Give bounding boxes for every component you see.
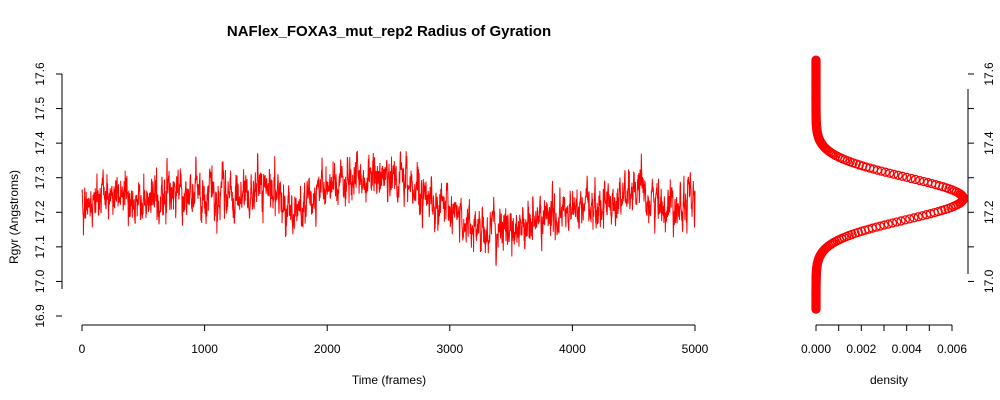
- density-point: [913, 212, 923, 222]
- density-point: [906, 173, 916, 184]
- density-x-axis-label: density: [870, 373, 908, 387]
- rgyr-series-line: [81, 150, 696, 266]
- density-y-tick-label: 17.6: [982, 62, 996, 86]
- density-y-tick-label: 17.4: [982, 131, 996, 155]
- x-axis-label: Time (frames): [352, 373, 426, 387]
- density-point: [811, 55, 821, 65]
- main-y-tick-label: 17.3: [33, 166, 47, 190]
- density-point: [896, 216, 906, 226]
- density-point: [893, 170, 903, 180]
- density-point: [910, 174, 921, 185]
- main-x-tick-label: 2000: [314, 342, 341, 356]
- density-point: [905, 214, 915, 224]
- density-y-tick-label: 17.0: [982, 269, 996, 293]
- main-x-ticks: 0 1000 2000 3000 4000 5000: [79, 325, 709, 356]
- density-x-tick-label: 0.006: [937, 342, 967, 356]
- density-point: [892, 217, 902, 227]
- main-x-tick-label: 3000: [436, 342, 463, 356]
- main-y-tick-label: 16.9: [33, 304, 47, 328]
- density-curve: [811, 55, 968, 314]
- main-x-tick-label: 1000: [191, 342, 218, 356]
- rgyr-timeseries-plot: Time (frames) Rgyr (Angstroms) 0 1000 2000…: [7, 62, 709, 387]
- y-axis-label: Rgyr (Angstroms): [7, 170, 21, 264]
- density-point: [889, 169, 899, 179]
- density-point: [915, 175, 925, 186]
- main-x-tick-label: 4000: [559, 342, 586, 356]
- density-x-tick-label: 0.000: [801, 342, 831, 356]
- main-y-tick-label: 17.6: [33, 62, 47, 86]
- chart-title: NAFlex_FOXA3_mut_rep2 Radius of Gyration: [227, 23, 551, 40]
- density-point: [887, 218, 898, 228]
- density-point: [875, 221, 885, 231]
- density-point: [956, 190, 967, 200]
- density-point: [909, 213, 919, 223]
- density-point: [897, 171, 908, 181]
- main-y-ticks: 16.9 17.0 17.1 17.2 17.3 17.4 17.5 17.6: [33, 62, 62, 328]
- density-point: [919, 176, 929, 187]
- density-y-tick-label: 17.2: [982, 200, 996, 224]
- density-point: [883, 219, 893, 229]
- density-plot: density 0.000 0.002 0.004 0.006 17.017.217.…: [801, 55, 996, 387]
- density-x-tick-label: 0.004: [892, 342, 922, 356]
- density-point: [923, 177, 933, 188]
- main-y-tick-label: 17.0: [33, 269, 47, 293]
- density-x-ticks: 0.000 0.002 0.004 0.006: [801, 325, 967, 356]
- density-point: [902, 172, 912, 183]
- main-y-tick-label: 17.4: [33, 131, 47, 155]
- main-y-tick-label: 17.2: [33, 200, 47, 224]
- main-y-tick-label: 17.1: [33, 235, 47, 259]
- density-point: [885, 168, 895, 178]
- main-x-tick-label: 5000: [682, 342, 709, 356]
- main-x-tick-label: 0: [79, 342, 86, 356]
- density-y-ticks: 17.0 17.2 17.4 17.6: [968, 62, 996, 293]
- density-point: [879, 220, 889, 230]
- density-x-tick-label: 0.002: [846, 342, 876, 356]
- main-y-tick-label: 17.5: [33, 97, 47, 121]
- density-point: [900, 215, 911, 225]
